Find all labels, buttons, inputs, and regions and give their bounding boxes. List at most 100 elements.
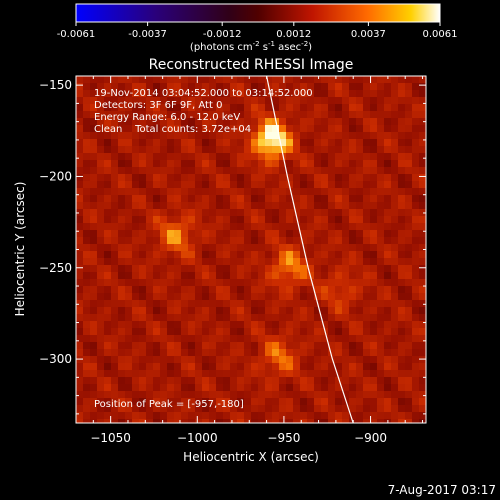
heatmap-cell <box>83 384 91 392</box>
heatmap-cell <box>237 405 245 413</box>
heatmap-cell <box>146 419 154 423</box>
heatmap-cell <box>342 258 350 266</box>
heatmap-cell <box>223 223 231 231</box>
heatmap-cell <box>335 391 343 399</box>
heatmap-cell <box>314 279 322 287</box>
heatmap-cell <box>167 153 175 161</box>
heatmap-cell <box>286 132 294 140</box>
heatmap-cell <box>209 391 217 399</box>
heatmap-cell <box>328 132 336 140</box>
heatmap-cell <box>83 90 91 98</box>
heatmap-cell <box>153 328 161 336</box>
heatmap-cell <box>97 300 105 308</box>
heatmap-cell <box>202 286 210 294</box>
heatmap-cell <box>202 111 210 119</box>
heatmap-cell <box>195 328 203 336</box>
heatmap-cell <box>237 181 245 189</box>
annotation-detectors: Detectors: 3F 6F 9F, Att 0 <box>94 100 222 111</box>
heatmap-cell <box>125 97 133 105</box>
heatmap-cell <box>237 419 245 423</box>
heatmap-cell <box>328 272 336 280</box>
heatmap-cell <box>146 230 154 238</box>
heatmap-cell <box>111 132 119 140</box>
heatmap-cell <box>377 230 385 238</box>
heatmap-cell <box>300 146 308 154</box>
heatmap-cell <box>188 125 196 133</box>
heatmap-cell <box>307 307 315 315</box>
heatmap-cell <box>251 356 259 364</box>
heatmap-cell <box>384 286 392 294</box>
heatmap-cell <box>293 209 301 217</box>
heatmap-cell <box>223 370 231 378</box>
heatmap-cell <box>279 384 287 392</box>
heatmap-cell <box>111 300 119 308</box>
heatmap-cell <box>286 391 294 399</box>
heatmap-cell <box>293 342 301 350</box>
heatmap-cell <box>237 370 245 378</box>
heatmap-cell <box>244 174 252 182</box>
heatmap-cell <box>209 209 217 217</box>
heatmap-cell <box>139 265 147 273</box>
heatmap-cell <box>391 153 399 161</box>
heatmap-cell <box>419 356 426 364</box>
heatmap-cell <box>132 384 140 392</box>
heatmap-cell <box>384 76 392 84</box>
heatmap-cell <box>160 202 168 210</box>
heatmap-cell <box>139 251 147 259</box>
heatmap-cell <box>76 384 84 392</box>
heatmap-cell <box>377 384 385 392</box>
heatmap-cell <box>202 272 210 280</box>
heatmap-cell <box>391 174 399 182</box>
heatmap-cell <box>188 153 196 161</box>
heatmap-cell <box>209 167 217 175</box>
heatmap-cell <box>125 307 133 315</box>
heatmap-cell <box>104 97 112 105</box>
heatmap-cell <box>237 188 245 196</box>
heatmap-cell <box>272 83 280 91</box>
heatmap-cell <box>118 328 126 336</box>
heatmap-cell <box>146 377 154 385</box>
heatmap-cell <box>237 286 245 294</box>
heatmap-cell <box>97 223 105 231</box>
heatmap-cell <box>111 321 119 329</box>
heatmap-cell <box>83 405 91 413</box>
heatmap-cell <box>118 279 126 287</box>
heatmap-cell <box>405 342 413 350</box>
heatmap-cell <box>125 223 133 231</box>
heatmap-cell <box>174 328 182 336</box>
heatmap-cell <box>258 216 266 224</box>
colorbar: -0.0061 -0.0037 -0.0012 0.0012 0.0037 0.0061 … <box>57 3 458 53</box>
heatmap-cell <box>202 321 210 329</box>
heatmap-cell <box>244 342 252 350</box>
heatmap-cell <box>153 349 161 357</box>
heatmap-cell <box>83 174 91 182</box>
heatmap-cell <box>307 419 315 423</box>
heatmap-cell <box>160 384 168 392</box>
heatmap-cell <box>251 104 259 112</box>
heatmap-cell <box>244 363 252 371</box>
heatmap-cell <box>265 412 273 420</box>
heatmap-cell <box>251 125 259 133</box>
heatmap-cell <box>167 209 175 217</box>
heatmap-cell <box>90 321 98 329</box>
heatmap-cell <box>174 300 182 308</box>
heatmap-cell <box>377 174 385 182</box>
heatmap-cell <box>230 335 238 343</box>
heatmap-cell <box>237 223 245 231</box>
heatmap-cell <box>104 377 112 385</box>
heatmap-cell <box>286 237 294 245</box>
heatmap-cell <box>153 125 161 133</box>
heatmap-cell <box>286 335 294 343</box>
heatmap-cell <box>286 83 294 91</box>
heatmap-cell <box>328 139 336 147</box>
heatmap-cell <box>202 132 210 140</box>
heatmap-cell <box>237 118 245 126</box>
heatmap-cell <box>125 83 133 91</box>
heatmap-cell <box>405 153 413 161</box>
heatmap-cell <box>97 118 105 126</box>
heatmap-cell <box>188 223 196 231</box>
heatmap-cell <box>293 405 301 413</box>
heatmap-cell <box>111 258 119 266</box>
heatmap-cell <box>195 125 203 133</box>
heatmap-cell <box>258 104 266 112</box>
